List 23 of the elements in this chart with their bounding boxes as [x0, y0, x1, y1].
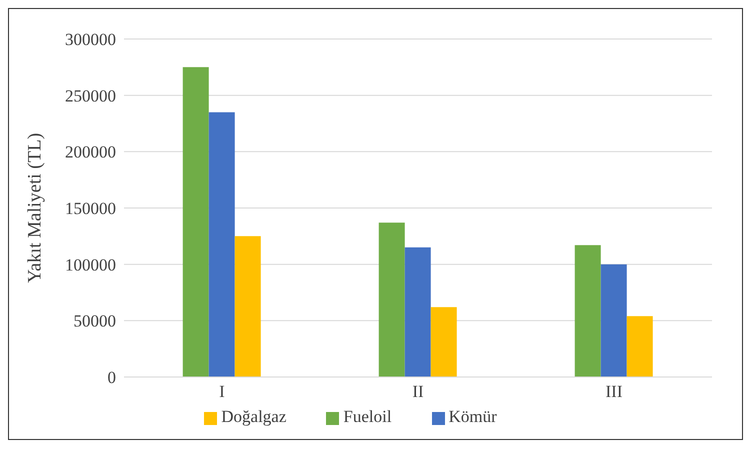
y-tick-label: 200000: [65, 142, 116, 162]
bar: [574, 245, 601, 377]
y-tick-label: 50000: [74, 312, 116, 331]
x-tick-label: III: [606, 382, 623, 402]
y-tick-label: 300000: [65, 30, 116, 50]
legend-label: Kömür: [448, 407, 497, 426]
legend-label: Doğalgaz: [221, 407, 286, 426]
y-tick-label: 100000: [65, 255, 116, 274]
y-axis-title: Yakıt Maliyeti (TL): [24, 132, 46, 284]
y-tick-label: 250000: [65, 86, 116, 106]
x-tick-label: I: [219, 382, 226, 402]
legend-label: Fueloil: [343, 407, 392, 426]
x-tick-label: II: [412, 382, 424, 402]
bar: [626, 316, 653, 377]
bar: [182, 67, 209, 377]
y-tick-label: 150000: [65, 199, 116, 218]
bar: [600, 264, 627, 377]
bar: [234, 236, 261, 377]
y-tick-label: 0: [108, 368, 116, 388]
bar: [404, 247, 431, 377]
bar: [430, 307, 457, 377]
bar: [208, 112, 235, 377]
bar: [378, 222, 405, 377]
